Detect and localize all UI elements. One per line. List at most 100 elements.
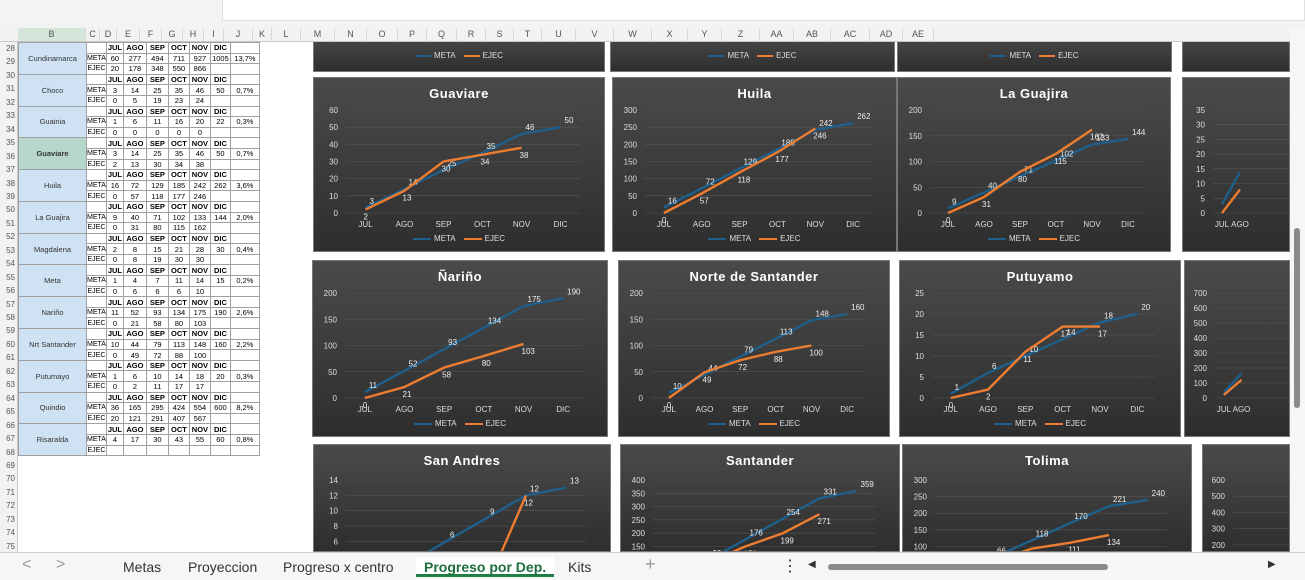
- meta-label-cell[interactable]: META: [86, 84, 107, 96]
- dept-name-cell[interactable]: Nrt Santander: [18, 328, 87, 361]
- chart-partial[interactable]: 0 100 200 300 400 500 600 700 JUL AGO: [1184, 260, 1290, 437]
- tab-progreso-por-dep[interactable]: Progreso por Dep.: [416, 557, 555, 577]
- month-header-cell[interactable]: AGO: [122, 296, 147, 308]
- month-header-cell[interactable]: DIC: [209, 137, 231, 149]
- ejec-value-cell[interactable]: 17: [188, 381, 211, 393]
- column-header-e[interactable]: E: [117, 28, 140, 41]
- meta-value-cell[interactable]: 6: [122, 370, 147, 382]
- meta-value-cell[interactable]: 16: [167, 116, 190, 128]
- empty-cell[interactable]: [229, 190, 260, 202]
- ejec-value-cell[interactable]: 21: [122, 317, 147, 330]
- empty-cell[interactable]: [86, 359, 107, 372]
- empty-cell[interactable]: [86, 73, 107, 86]
- series-line-ejec[interactable]: [1223, 378, 1243, 396]
- month-header-cell[interactable]: JUL: [105, 328, 124, 340]
- meta-value-cell[interactable]: 129: [145, 179, 169, 192]
- tab-metas[interactable]: Metas: [123, 559, 162, 575]
- ejec-value-cell[interactable]: [209, 412, 231, 425]
- series-line-meta[interactable]: [364, 125, 561, 209]
- meta-value-cell[interactable]: 113: [167, 338, 190, 351]
- row-header-36[interactable]: 36: [6, 151, 15, 161]
- month-header-cell[interactable]: AGO: [122, 391, 147, 404]
- meta-value-cell[interactable]: 144: [209, 211, 231, 224]
- meta-value-cell[interactable]: 22: [209, 116, 231, 128]
- month-header-cell[interactable]: SEP: [145, 328, 169, 340]
- ejec-value-cell[interactable]: [209, 63, 231, 75]
- column-header-f[interactable]: F: [140, 28, 162, 41]
- month-header-cell[interactable]: NOV: [188, 328, 211, 340]
- month-header-cell[interactable]: OCT: [167, 264, 190, 277]
- ejec-value-cell[interactable]: [209, 94, 231, 107]
- meta-value-cell[interactable]: 40: [122, 211, 147, 224]
- ejec-value-cell[interactable]: 34: [167, 158, 190, 171]
- row-header-53[interactable]: 53: [6, 245, 15, 255]
- ejec-label-cell[interactable]: EJEC: [86, 444, 107, 457]
- empty-cell[interactable]: [229, 42, 260, 54]
- percent-cell[interactable]: 3,6%: [229, 179, 260, 192]
- empty-cell[interactable]: [229, 232, 260, 245]
- tab-next-icon[interactable]: >: [56, 556, 66, 573]
- chart-partial-top[interactable]: [1182, 42, 1290, 72]
- ejec-value-cell[interactable]: 866: [188, 63, 211, 75]
- row-header-60[interactable]: 60: [6, 339, 15, 349]
- ejec-label-cell[interactable]: EJEC: [86, 285, 107, 298]
- row-header-62[interactable]: 62: [6, 366, 15, 376]
- empty-cell[interactable]: [229, 412, 260, 425]
- meta-value-cell[interactable]: 18: [188, 370, 211, 382]
- ejec-value-cell[interactable]: [209, 253, 231, 266]
- column-header-b[interactable]: B: [18, 28, 86, 41]
- meta-value-cell[interactable]: 8: [122, 243, 147, 255]
- ejec-value-cell[interactable]: 550: [167, 63, 190, 75]
- ejec-value-cell[interactable]: [122, 444, 147, 457]
- month-header-cell[interactable]: DIC: [209, 296, 231, 308]
- row-header-59[interactable]: 59: [6, 326, 15, 336]
- meta-value-cell[interactable]: 46: [188, 84, 211, 96]
- ejec-value-cell[interactable]: [209, 222, 231, 234]
- row-header-66[interactable]: 66: [6, 420, 15, 430]
- ejec-value-cell[interactable]: 2: [105, 158, 124, 171]
- month-header-cell[interactable]: JUL: [105, 42, 124, 54]
- column-header-m[interactable]: M: [301, 28, 335, 41]
- column-header-i[interactable]: I: [204, 28, 224, 41]
- meta-value-cell[interactable]: 6: [122, 116, 147, 128]
- meta-value-cell[interactable]: 4: [105, 433, 124, 446]
- month-header-cell[interactable]: SEP: [145, 73, 169, 86]
- column-header-h[interactable]: H: [183, 28, 204, 41]
- ejec-value-cell[interactable]: 0: [105, 285, 124, 298]
- ejec-value-cell[interactable]: 2: [122, 381, 147, 393]
- ejec-value-cell[interactable]: 20: [105, 412, 124, 425]
- column-header-r[interactable]: R: [457, 28, 486, 41]
- meta-value-cell[interactable]: 2: [105, 243, 124, 255]
- month-header-cell[interactable]: OCT: [167, 73, 190, 86]
- row-header-55[interactable]: 55: [6, 272, 15, 282]
- ejec-value-cell[interactable]: [145, 444, 169, 457]
- empty-cell[interactable]: [229, 264, 260, 277]
- meta-value-cell[interactable]: 424: [167, 402, 190, 414]
- ejec-value-cell[interactable]: [209, 381, 231, 393]
- series-line-ejec[interactable]: [364, 342, 524, 400]
- percent-cell[interactable]: 2,0%: [229, 211, 260, 224]
- month-header-cell[interactable]: AGO: [122, 359, 147, 372]
- ejec-value-cell[interactable]: 38: [188, 158, 211, 171]
- ejec-value-cell[interactable]: [105, 444, 124, 457]
- month-header-cell[interactable]: JUL: [105, 137, 124, 149]
- meta-value-cell[interactable]: 185: [167, 179, 190, 192]
- ejec-value-cell[interactable]: 8: [122, 253, 147, 266]
- meta-value-cell[interactable]: 7: [145, 275, 169, 287]
- row-header-75[interactable]: 75: [6, 541, 15, 551]
- ejec-value-cell[interactable]: 0: [105, 317, 124, 330]
- month-header-cell[interactable]: OCT: [167, 137, 190, 149]
- meta-value-cell[interactable]: 20: [209, 370, 231, 382]
- meta-value-cell[interactable]: 44: [122, 338, 147, 351]
- ejec-label-cell[interactable]: EJEC: [86, 94, 107, 107]
- column-header-ad[interactable]: AD: [870, 28, 903, 41]
- row-header-70[interactable]: 70: [6, 474, 15, 484]
- ejec-value-cell[interactable]: 80: [167, 317, 190, 330]
- month-header-cell[interactable]: DIC: [209, 200, 231, 213]
- ejec-value-cell[interactable]: 0: [105, 94, 124, 107]
- empty-cell[interactable]: [229, 328, 260, 340]
- percent-cell[interactable]: 0,3%: [229, 370, 260, 382]
- column-header-aa[interactable]: AA: [760, 28, 794, 41]
- month-header-cell[interactable]: SEP: [145, 42, 169, 54]
- percent-cell[interactable]: 13,7%: [229, 52, 260, 65]
